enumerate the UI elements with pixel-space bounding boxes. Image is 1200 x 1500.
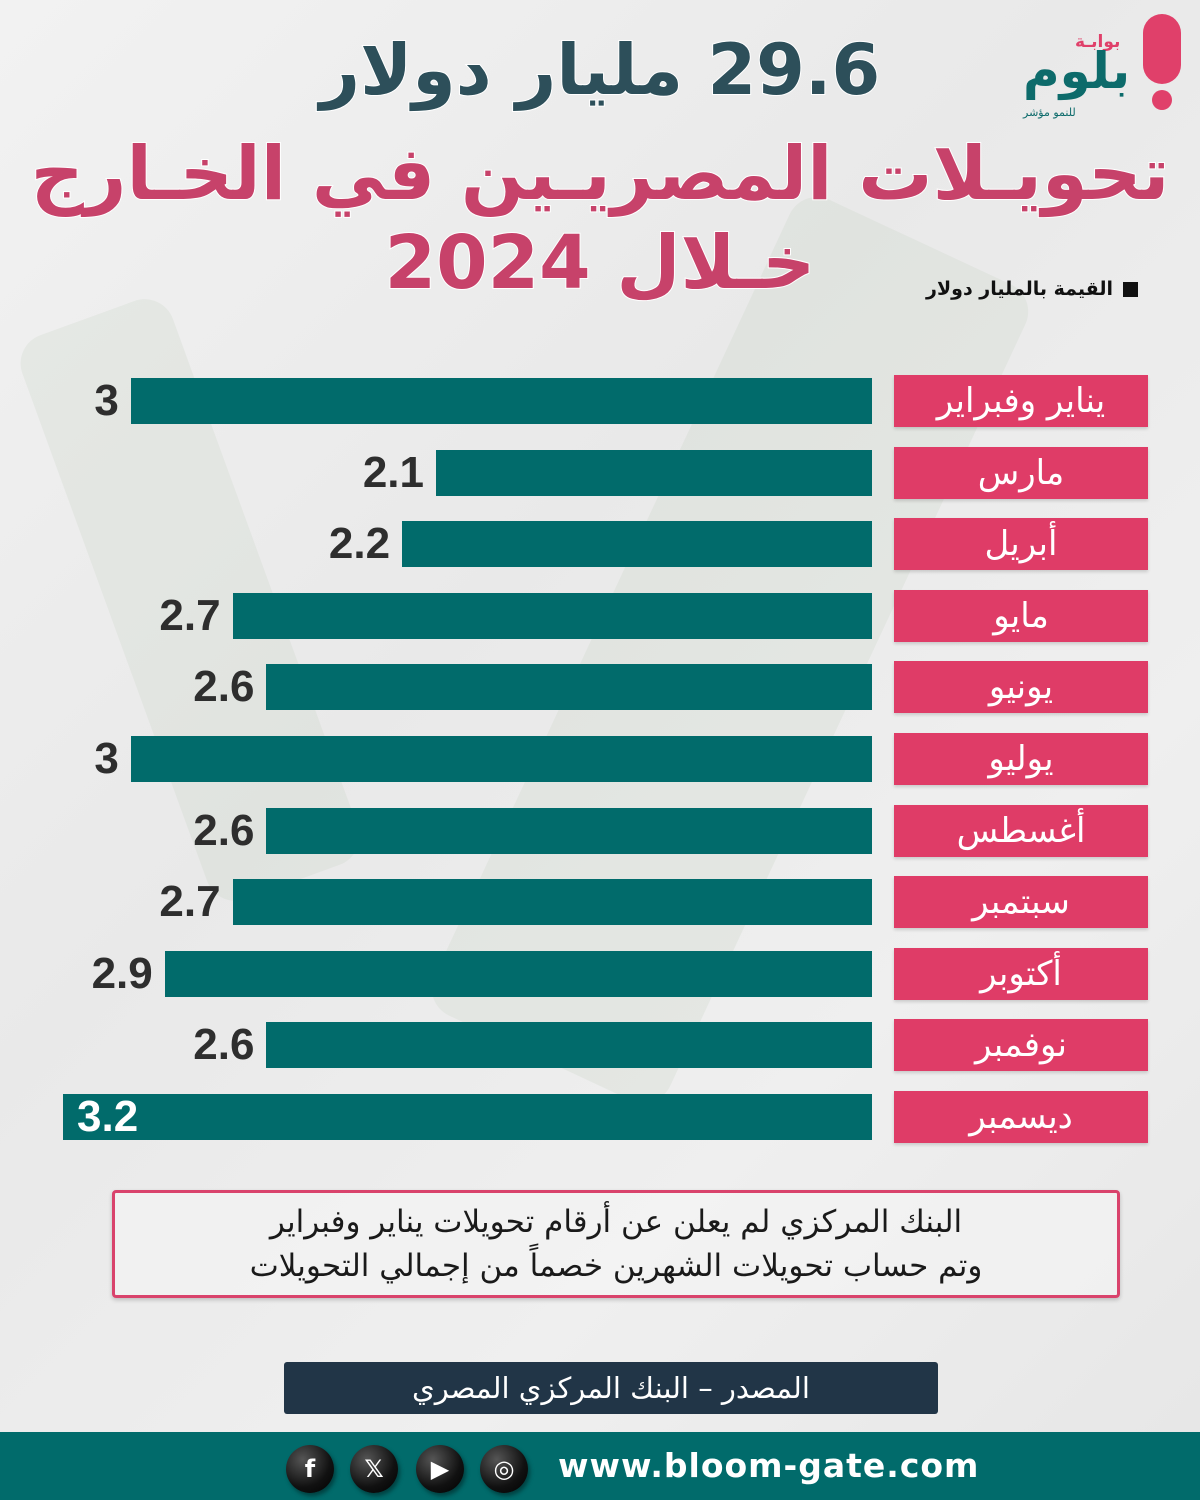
legend-label: القيمة بالمليار دولار xyxy=(926,278,1113,300)
bar xyxy=(266,1022,872,1069)
headline-total: 29.6 مليار دولار xyxy=(319,28,881,112)
category-label: يناير وفبراير xyxy=(894,375,1148,427)
bar xyxy=(402,521,872,568)
bar-value-label: 2.6 xyxy=(193,1020,255,1070)
bar xyxy=(436,449,872,496)
bar xyxy=(130,378,872,424)
bar-chart: 3 يناير وفبراير 2.1 مارس 2.2 أبريل 2.7 مايو 2.6 ي… xyxy=(63,375,1148,1143)
website-link[interactable]: www.bloom-gate.com xyxy=(558,1446,980,1485)
youtube-icon[interactable]: ▶ xyxy=(416,1445,464,1493)
bar-value-label: 2.1 xyxy=(362,447,424,497)
bar xyxy=(130,736,872,782)
bar-value-label: 2.6 xyxy=(193,662,255,712)
bar xyxy=(232,879,872,926)
bar-value-label: 2.6 xyxy=(193,805,255,855)
category-label: مايو xyxy=(894,589,1148,642)
bar-value-label: 2.7 xyxy=(159,877,221,927)
logo-subtitle: للنمو مؤشر xyxy=(1023,106,1076,119)
bar-value-label: 2.2 xyxy=(328,519,391,569)
category-label: نوفمبر xyxy=(894,1019,1148,1072)
category-label: يونيو xyxy=(894,661,1148,714)
brand-logo: بوابـة بلوم للنمو مؤشر xyxy=(1015,10,1195,125)
facebook-icon[interactable]: f xyxy=(286,1445,334,1493)
bar xyxy=(266,664,872,711)
category-label: يوليو xyxy=(894,733,1148,785)
bar-value-label: 2.9 xyxy=(91,948,153,998)
bar-value-label: 3.2 xyxy=(77,1092,139,1141)
legend-swatch xyxy=(1123,281,1138,297)
bar xyxy=(266,807,872,854)
category-label: سبتمبر xyxy=(894,876,1148,929)
headline-subtitle: تحويـلات المصريـين في الخـارج خـلال 2024 xyxy=(30,130,1171,307)
logo-top-text: بوابـة xyxy=(1075,32,1121,52)
bar xyxy=(164,950,872,997)
logo-dot xyxy=(1152,90,1172,110)
note-line-1: البنك المركزي لم يعلن عن أرقام تحويلات ي… xyxy=(269,1204,963,1240)
bar xyxy=(232,592,872,639)
bar-value-label: 3 xyxy=(94,734,119,783)
category-label: أكتوبر xyxy=(894,947,1148,1000)
bar-value-label: 2.7 xyxy=(159,590,221,640)
source-label: المصدر – البنك المركزي المصري xyxy=(284,1362,938,1414)
logo-main-text: بلوم xyxy=(1023,42,1131,100)
instagram-icon[interactable]: ◎ xyxy=(480,1445,528,1493)
microphone-icon xyxy=(1143,14,1181,84)
category-label: أبريل xyxy=(894,518,1148,571)
category-label: أغسطس xyxy=(894,804,1148,857)
footer-bar xyxy=(0,1432,1200,1500)
chart-legend: القيمة بالمليار دولار xyxy=(926,278,1138,300)
category-label: مارس xyxy=(894,446,1148,499)
x-icon[interactable]: 𝕏 xyxy=(350,1445,398,1493)
category-label: ديسمبر xyxy=(894,1091,1148,1143)
bar xyxy=(63,1094,872,1140)
bar-value-label: 3 xyxy=(94,376,119,425)
note-line-2: وتم حساب تحويلات الشهرين خصماً من إجمالي… xyxy=(249,1248,983,1284)
note-box: البنك المركزي لم يعلن عن أرقام تحويلات ي… xyxy=(112,1190,1120,1298)
